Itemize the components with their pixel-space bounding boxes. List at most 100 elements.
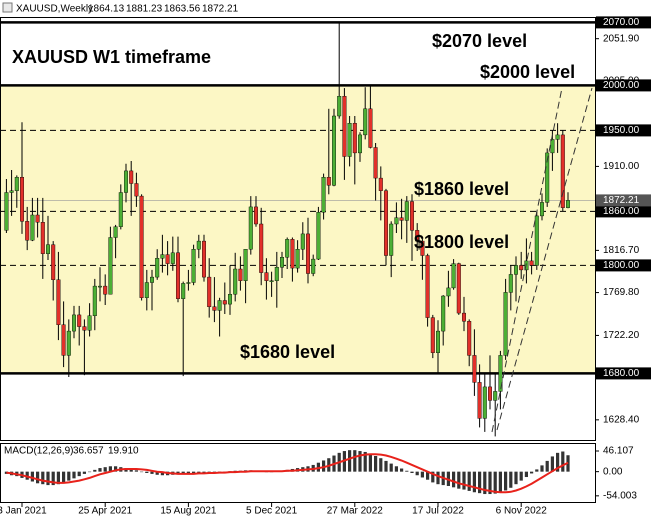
candle-body: [280, 257, 285, 268]
y-tick-label: 1910.00: [603, 161, 640, 172]
candle-body: [175, 252, 180, 299]
level-label: 1950.00: [603, 125, 640, 136]
macd-bar: [348, 450, 352, 472]
candle-body: [285, 239, 290, 258]
macd-bar: [192, 471, 196, 474]
candle-body: [46, 244, 51, 254]
chart-title: XAUUSD,Weekly: [16, 4, 93, 15]
macd-bar: [509, 471, 513, 488]
candle-body: [404, 201, 409, 221]
macd-y-tick-label: 46.107: [603, 446, 634, 457]
macd-y-tick-label: -54.003: [603, 490, 637, 501]
macd-bar: [30, 471, 34, 482]
macd-bar: [556, 452, 560, 472]
price-label: 1872.21: [603, 195, 640, 206]
candle-body: [462, 312, 467, 322]
candle-body: [51, 244, 56, 280]
macd-bar: [160, 471, 164, 476]
level-label-box: [596, 16, 651, 29]
macd-bar: [420, 471, 424, 478]
macd-bar: [467, 471, 471, 491]
macd-bar: [379, 458, 383, 472]
x-tick-label: 17 Jul 2022: [412, 506, 464, 517]
macd-bar: [77, 471, 81, 477]
macd-readout: 19.910: [108, 446, 139, 457]
macd-bar: [108, 466, 112, 472]
level-label: 1800.00: [603, 260, 640, 271]
candle-body: [451, 263, 456, 289]
x-tick-label: 3 Jan 2021: [0, 506, 47, 517]
candle-body: [248, 206, 253, 250]
macd-bar: [197, 471, 201, 473]
macd-bar: [498, 471, 502, 493]
candle-body: [20, 176, 25, 222]
candle-body: [274, 267, 279, 281]
macd-bar: [72, 471, 76, 479]
candle-body: [118, 192, 123, 227]
candle-body: [498, 355, 503, 392]
header-close: 1872.21: [202, 4, 239, 15]
candle-body: [545, 152, 550, 203]
macd-bar: [561, 451, 565, 472]
candle-body: [207, 276, 212, 308]
macd-bar: [452, 471, 456, 488]
candle-body: [61, 324, 66, 356]
candle-body: [77, 314, 82, 327]
candle-body: [103, 285, 108, 295]
candle-body: [560, 134, 565, 208]
level-label-box: [596, 367, 651, 380]
macd-bar: [488, 471, 492, 495]
macd-y-tick-label: 0.00: [603, 466, 623, 477]
candle-body: [566, 200, 571, 208]
annotation: $2070 level: [432, 31, 527, 51]
candle-body: [482, 386, 487, 419]
macd-frame: [0, 443, 596, 503]
level-label: 2000.00: [603, 80, 640, 91]
candle-body: [415, 230, 420, 242]
candle-body: [191, 248, 196, 283]
macd-bar: [98, 468, 102, 472]
price-label-box: [596, 194, 651, 207]
candle-body: [149, 276, 154, 283]
candle-body: [295, 248, 300, 269]
candle-body: [71, 314, 76, 332]
candle-body: [352, 122, 357, 154]
macd-bar: [524, 471, 528, 478]
candle-body: [290, 239, 295, 269]
macd-bar: [322, 460, 326, 472]
candle-body: [56, 279, 61, 325]
candle-body: [555, 134, 560, 140]
candle-body: [534, 215, 539, 266]
macd-bar: [36, 471, 40, 484]
macd-bar: [426, 471, 430, 480]
candle-body: [410, 201, 415, 231]
trend-line: [496, 87, 593, 431]
candle-body: [233, 268, 238, 295]
level-label-box: [596, 205, 651, 218]
header-high: 1881.23: [126, 4, 163, 15]
macd-bar: [140, 471, 144, 473]
candle-body: [25, 221, 30, 241]
candle-body: [347, 122, 352, 157]
macd-bar: [410, 471, 414, 473]
y-tick-label: 1769.80: [603, 287, 640, 298]
macd-bar: [67, 471, 71, 481]
candle-body: [342, 95, 347, 157]
candle-body: [477, 382, 482, 419]
macd-bar: [82, 471, 86, 474]
annotation: $1800 level: [414, 232, 509, 252]
candle-body: [196, 240, 201, 250]
macd-bar: [62, 471, 66, 483]
macd-bar: [415, 471, 419, 476]
candle-body: [394, 217, 399, 225]
candle-body: [300, 233, 305, 250]
candle-body: [384, 190, 389, 256]
candle-body: [316, 212, 321, 260]
macd-bar: [384, 460, 388, 472]
macd-bar: [353, 450, 357, 472]
annotation: $1680 level: [240, 342, 335, 362]
candle-body: [269, 280, 274, 282]
macd-bar: [478, 471, 482, 494]
